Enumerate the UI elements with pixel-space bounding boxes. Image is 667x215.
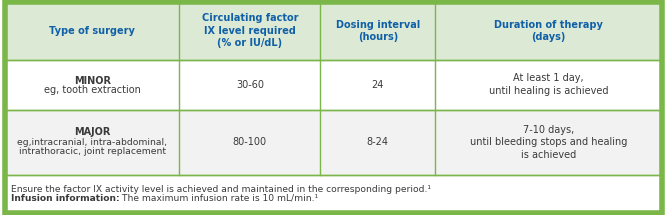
Text: Infusion information:: Infusion information: (11, 194, 119, 203)
Text: 80-100: 80-100 (233, 137, 267, 147)
Text: intrathoracic, joint replacement: intrathoracic, joint replacement (19, 147, 166, 157)
Text: Dosing interval
(hours): Dosing interval (hours) (336, 20, 420, 42)
Text: eg,intracranial, intra-abdominal,: eg,intracranial, intra-abdominal, (17, 138, 167, 146)
Text: eg, tooth extraction: eg, tooth extraction (44, 85, 141, 95)
Text: The maximum infusion rate is 10 mL/min.¹: The maximum infusion rate is 10 mL/min.¹ (119, 194, 318, 203)
Bar (5, 60, 662, 110)
Text: At least 1 day,
until healing is achieved: At least 1 day, until healing is achieve… (489, 73, 608, 96)
Text: 30-60: 30-60 (236, 80, 264, 90)
Text: Duration of therapy
(days): Duration of therapy (days) (494, 20, 603, 42)
Text: 8-24: 8-24 (367, 137, 389, 147)
Text: Type of surgery: Type of surgery (49, 26, 135, 36)
Text: 7-10 days,
until bleeding stops and healing
is achieved: 7-10 days, until bleeding stops and heal… (470, 125, 627, 160)
Text: MINOR: MINOR (74, 76, 111, 86)
Text: Ensure the factor IX activity level is achieved and maintained in the correspond: Ensure the factor IX activity level is a… (11, 186, 431, 195)
Bar (5, 2, 662, 60)
Bar (5, 110, 662, 175)
Text: MAJOR: MAJOR (74, 127, 111, 137)
Text: 24: 24 (372, 80, 384, 90)
Text: Circulating factor
IX level required
(% or IU/dL): Circulating factor IX level required (% … (201, 13, 298, 48)
Bar (5, 175, 662, 213)
